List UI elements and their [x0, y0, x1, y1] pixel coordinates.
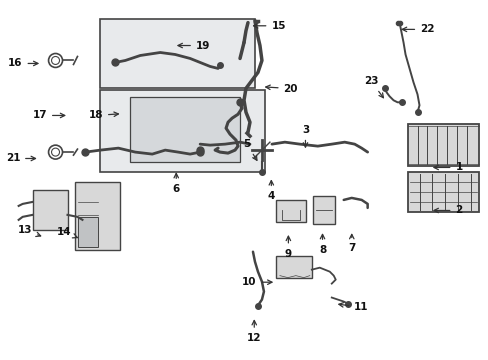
- Text: 18: 18: [88, 111, 118, 121]
- Bar: [312, 196, 334, 224]
- Text: 11: 11: [338, 302, 368, 312]
- Bar: [130, 97, 240, 162]
- Text: 6: 6: [172, 174, 180, 194]
- Bar: [407, 172, 478, 212]
- Bar: [33, 190, 67, 230]
- Text: 7: 7: [347, 234, 355, 253]
- Text: 2: 2: [433, 206, 462, 216]
- Text: 8: 8: [318, 234, 325, 255]
- Text: 16: 16: [8, 58, 38, 68]
- Text: 1: 1: [433, 162, 462, 172]
- Text: 5: 5: [243, 139, 256, 160]
- Text: 15: 15: [253, 21, 285, 31]
- Text: 4: 4: [267, 181, 274, 201]
- Text: 20: 20: [265, 84, 298, 94]
- Text: 9: 9: [284, 236, 291, 258]
- Bar: [407, 124, 478, 166]
- Text: 19: 19: [178, 41, 210, 50]
- Bar: [275, 200, 305, 222]
- Bar: [78, 217, 98, 247]
- Text: 22: 22: [402, 24, 434, 35]
- Bar: [100, 19, 254, 88]
- Text: 10: 10: [242, 277, 271, 287]
- Text: 13: 13: [18, 225, 41, 237]
- Text: 21: 21: [6, 153, 36, 163]
- Text: 14: 14: [57, 227, 77, 238]
- Bar: [100, 90, 264, 172]
- Bar: [275, 256, 311, 278]
- Text: 23: 23: [363, 76, 383, 98]
- Text: 3: 3: [301, 125, 308, 147]
- Text: 12: 12: [246, 320, 261, 343]
- Bar: [75, 182, 120, 250]
- Text: 17: 17: [32, 111, 64, 121]
